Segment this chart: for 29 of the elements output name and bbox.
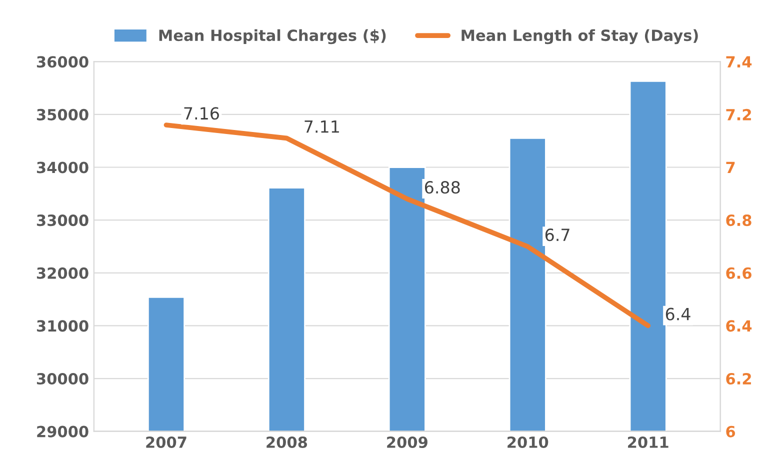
y-tick-label: 31000 — [36, 320, 88, 332]
y-tick-label: 35000 — [36, 108, 88, 120]
y-tick-label: 34000 — [36, 162, 88, 174]
y-tick-label: 33000 — [36, 214, 88, 226]
x-tick-label: 2008 — [266, 436, 308, 448]
y2-tick-label: 7.4 — [726, 56, 752, 68]
x-tick-label: 2007 — [146, 436, 186, 448]
legend-label: Mean Hospital Charges ($) — [159, 29, 386, 44]
y2-tick-label: 6.2 — [726, 372, 751, 385]
y-tick-label: 29000 — [37, 426, 88, 438]
data-label: 6.88 — [424, 181, 460, 194]
x-tick-label: 2009 — [387, 436, 428, 448]
data-label: 6.4 — [666, 308, 690, 320]
data-label: 7.16 — [184, 107, 219, 120]
legend-label: Mean Length of Stay (Days) — [462, 29, 698, 44]
y-tick-label: 30000 — [36, 372, 88, 385]
y2-tick-label: 7 — [726, 162, 735, 174]
y-tick-label: 32000 — [36, 267, 88, 279]
line-series — [164, 122, 651, 328]
y2-tick-label: 6 — [726, 426, 736, 438]
y2-tick-label: 6.4 — [726, 320, 752, 332]
x-tick-label: 2011 — [628, 436, 668, 448]
y2-tick-label: 6.6 — [726, 267, 752, 279]
y2-tick-label: 6.8 — [726, 214, 752, 226]
y2-tick-label: 7.2 — [726, 108, 751, 120]
data-label: 7.11 — [304, 120, 339, 133]
data-label: 6.7 — [545, 228, 570, 242]
x-tick-label: 2010 — [508, 436, 548, 448]
y-tick-label: 36000 — [36, 56, 88, 68]
